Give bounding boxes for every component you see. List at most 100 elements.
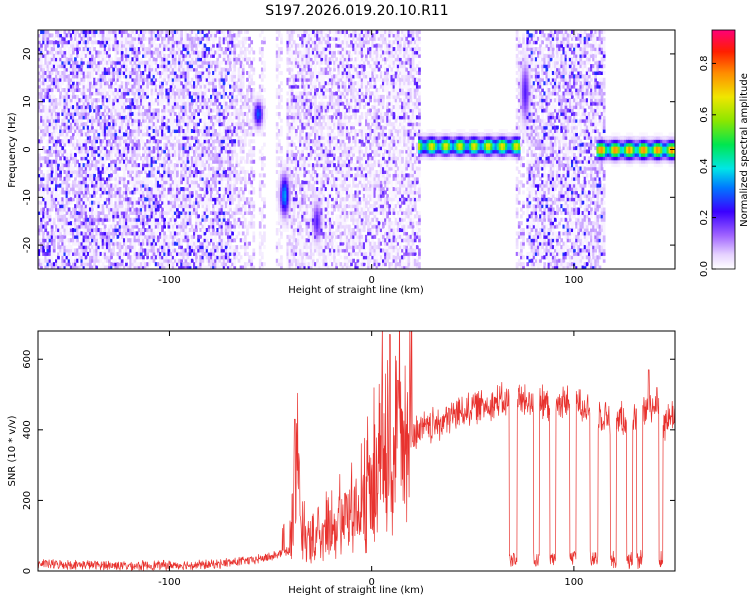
spectrogram-cell — [176, 40, 179, 45]
spectrogram-cell — [216, 146, 220, 151]
spectrogram-cell — [57, 50, 60, 55]
spectrogram-cell — [38, 217, 41, 222]
spectrogram-cell — [207, 197, 211, 202]
spectrogram-cell — [125, 204, 128, 209]
spectrogram-cell — [150, 84, 154, 89]
spectrogram-cell — [59, 231, 62, 236]
spectrogram-cell — [154, 84, 158, 89]
spectrogram-cell — [69, 77, 73, 82]
spectrogram-cell — [61, 60, 65, 65]
spectrogram-cell — [86, 53, 90, 58]
spectrogram-cell — [93, 30, 96, 35]
spectrogram-cell — [71, 84, 75, 89]
spectrogram-cell — [118, 204, 122, 209]
spectrogram-cell — [154, 50, 158, 55]
spectrogram-cell — [125, 163, 128, 168]
spectrogram-cell — [161, 47, 164, 52]
spectrogram-cell — [122, 214, 126, 219]
spectrogram-cell — [184, 221, 188, 226]
spectrogram-cell — [199, 166, 203, 171]
spectrogram-cell — [118, 64, 122, 69]
spectrogram-cell — [161, 173, 164, 178]
spectrogram-cell — [57, 258, 60, 263]
spectrogram-cell — [67, 111, 71, 116]
spectrogram-cell — [93, 210, 96, 215]
spectrogram-cell — [188, 108, 192, 113]
spectrogram-cell — [216, 98, 220, 103]
spectrogram-cell — [214, 122, 217, 127]
spectrogram-cell — [46, 139, 50, 144]
spectrogram-cell — [173, 77, 177, 82]
spectrogram-cell — [212, 180, 215, 185]
spectrogram-cell — [218, 111, 222, 116]
spectrogram-cell — [156, 149, 160, 154]
spectrogram-cell — [108, 149, 111, 154]
spectrogram-cell — [205, 183, 209, 188]
spectrogram-cell — [148, 234, 152, 239]
spectrogram-cell — [129, 255, 133, 260]
spectrogram-cell — [193, 98, 196, 103]
spectrogram-cell — [74, 241, 77, 246]
spectrogram-cell — [101, 193, 105, 198]
spectrogram-cell — [146, 207, 150, 212]
spectrogram-cell — [224, 190, 228, 195]
spectrogram-cell — [91, 30, 94, 35]
spectrogram-cell — [50, 98, 54, 103]
spectrogram-cell — [131, 169, 135, 174]
spectrogram-cell — [118, 262, 122, 267]
spectrogram-cell — [40, 70, 43, 75]
spectrogram-cell — [161, 122, 164, 127]
spectrogram-cell — [38, 149, 41, 154]
spectrogram-cell — [114, 251, 118, 256]
spectrogram-cell — [129, 210, 133, 215]
spectrogram-cell — [67, 94, 71, 99]
spectrogram-cell — [171, 118, 175, 123]
spectrogram-cell — [118, 163, 122, 168]
spectrogram-cell — [127, 88, 130, 93]
spectrogram-cell — [137, 118, 141, 123]
spectrogram-cell — [54, 224, 58, 229]
spectrogram-cell — [50, 245, 54, 250]
spectrogram-cell — [80, 207, 84, 212]
spectrogram-cell — [171, 238, 175, 243]
spectrogram-cell — [222, 122, 226, 127]
spectrogram-cell — [216, 135, 220, 140]
spectrogram-cell — [209, 224, 213, 229]
spectrogram-cell — [224, 228, 228, 233]
spectrogram-cell — [139, 98, 143, 103]
spectrogram-cell — [146, 248, 150, 253]
spectrogram-cell — [207, 118, 211, 123]
spectrogram-cell — [167, 60, 171, 65]
spectrogram-cell — [88, 169, 92, 174]
spectrogram-cell — [150, 187, 154, 192]
spectrogram-cell — [167, 224, 171, 229]
spectrogram-cell — [86, 183, 90, 188]
spectrogram-cell — [82, 187, 86, 192]
spectrogram-cell — [169, 173, 173, 178]
spectrogram-cell — [91, 156, 94, 161]
spectrogram-cell — [110, 214, 113, 219]
spectrogram-cell — [95, 108, 99, 113]
spectrogram-cell — [190, 173, 194, 178]
spectrogram-cell — [78, 70, 82, 75]
spectrogram-cell — [91, 47, 94, 52]
spectrogram-cell — [139, 139, 143, 144]
spectrogram-cell — [201, 169, 205, 174]
spectrogram-cell — [190, 200, 194, 205]
spectrogram-cell — [169, 221, 173, 226]
spectrogram-cell — [212, 217, 215, 222]
spectrogram-cell — [131, 118, 135, 123]
spectrogram-cell — [144, 190, 147, 195]
spectrogram-cell — [222, 224, 226, 229]
spectrogram-cell — [171, 122, 175, 127]
spectrogram-cell — [38, 74, 41, 79]
spectrogram-cell — [150, 238, 154, 243]
spectrogram-cell — [146, 30, 150, 35]
spectrogram-cell — [176, 258, 179, 263]
spectrogram-cell — [180, 159, 183, 164]
spectrogram-cell — [148, 200, 152, 205]
spectrogram-cell — [99, 221, 103, 226]
spectrogram-cell — [190, 159, 194, 164]
spectrogram-cell — [142, 98, 145, 103]
spectrogram-cell — [159, 258, 162, 263]
